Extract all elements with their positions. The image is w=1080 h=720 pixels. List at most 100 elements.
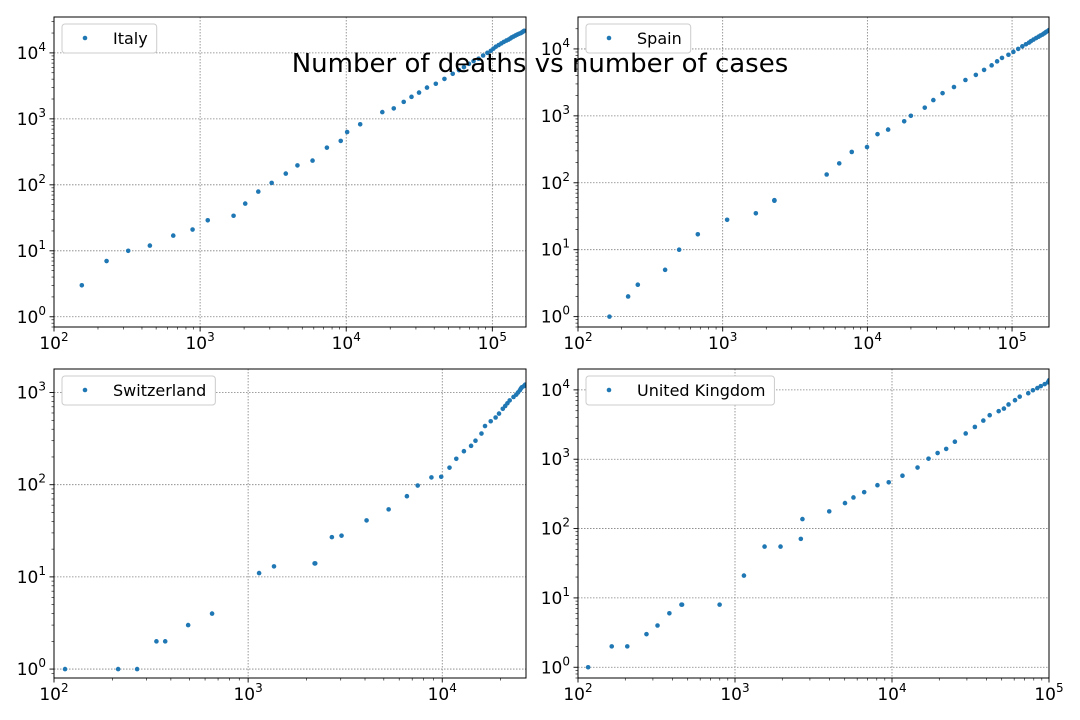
x-tick-label: 104 [428,681,457,705]
data-point [415,483,421,488]
y-tick-label: 101 [17,564,46,588]
data-point [609,644,615,649]
data-point [981,418,986,423]
data-point [269,180,274,186]
data-point [256,189,261,194]
data-point [324,145,330,150]
legend-marker [606,35,612,41]
data-point [1046,27,1049,33]
data-point [104,258,109,264]
data-point [973,72,979,78]
data-point [951,84,957,90]
data-point [972,424,978,430]
data-point [981,67,987,73]
legend: Italy [61,23,158,54]
data-point [952,439,958,445]
legend-box [585,375,775,406]
x-tick-label: 103 [708,330,737,354]
data-point [329,534,335,540]
data-point [453,456,459,462]
data-point [624,644,630,649]
data-point [433,81,439,87]
data-point [753,210,759,216]
y-tick-label: 103 [541,103,570,127]
minor-ticks [51,396,501,681]
data-point [404,493,410,499]
data-point [480,53,486,58]
x-tick-label: 103 [233,681,262,705]
y-tick-label: 103 [17,106,46,130]
data-point [826,509,832,514]
data-point [271,564,277,569]
subplot-italy: 102 103 104 105 100 101 102 103 104 Italy [17,16,527,354]
minor-ticks [575,392,1043,681]
axes-frame [53,16,527,328]
data-point [401,99,407,105]
legend-marker [82,387,88,393]
data-point [485,50,490,56]
data-point [231,213,236,219]
data-point [849,149,855,155]
data-point [940,90,945,96]
data-point [999,55,1005,61]
data-point [842,500,848,506]
data-point [1006,52,1011,58]
data-point [456,67,462,73]
y-tick-label: 100 [541,304,570,328]
data-point [931,97,936,103]
data-point [162,639,168,644]
data-point [655,623,660,628]
data-point [667,610,672,616]
data-point [1017,394,1023,399]
y-tick-label: 102 [541,170,570,194]
x-tick-label: 105 [997,330,1026,354]
data-point [256,570,262,576]
data-point [662,267,668,273]
data-point [473,438,478,444]
data-point [963,77,968,83]
data-point [996,408,1001,414]
data-point [963,431,969,436]
y-tick-label: 104 [541,377,570,401]
data-point [185,622,191,628]
data-point [695,231,701,237]
data-point [450,71,456,77]
data-point [851,495,856,500]
data-point [496,411,502,416]
data-point [724,217,730,223]
legend-label: United Kingdom [637,381,765,400]
y-tick-label: 103 [17,380,46,404]
y-tick-label: 101 [541,237,570,261]
data-point [1015,46,1021,52]
x-tick-label: 102 [563,681,592,705]
data-point [507,398,512,403]
data-point [762,544,767,549]
data-point [861,489,867,495]
x-tick-label: 103 [720,681,749,705]
data-point [900,473,905,479]
data-point [461,64,467,70]
data-point [416,90,422,95]
data-point [935,450,940,456]
x-tick-label: 105 [1034,681,1063,705]
data-point [386,507,391,512]
subplot-switzerland: 102 103 104 100 101 102 103 Switzerland [17,368,527,705]
data-point [438,474,444,480]
data-point [1020,44,1025,49]
data-point [429,475,434,480]
x-tick-label: 104 [853,330,882,354]
data-point [1001,406,1007,411]
data-point [380,109,385,115]
data-point [424,85,430,90]
data-point [154,639,159,644]
data-point [147,243,153,248]
data-point [1012,397,1018,403]
y-tick-label: 100 [541,654,570,678]
y-tick-label: 102 [17,472,46,496]
data-point [885,127,891,132]
legend-label: Italy [113,29,148,48]
data-point [283,171,289,176]
data-point [875,482,880,488]
y-tick-label: 101 [17,238,46,262]
